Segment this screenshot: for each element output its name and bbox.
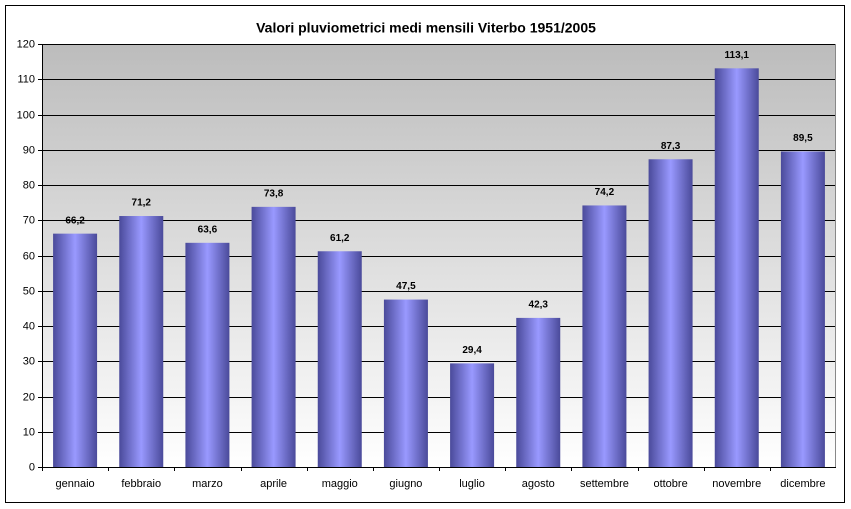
value-label: 66,2 — [65, 215, 85, 226]
value-label: 47,5 — [396, 281, 416, 292]
y-tick-label: 10 — [23, 426, 35, 438]
bar — [53, 233, 98, 467]
bar — [450, 363, 495, 467]
x-tick-label: ottobre — [653, 478, 687, 490]
bar — [185, 242, 230, 467]
value-label: 89,5 — [793, 133, 813, 144]
y-tick-label: 60 — [23, 250, 35, 262]
value-label: 63,6 — [198, 224, 218, 235]
value-label: 71,2 — [132, 198, 152, 209]
value-label: 42,3 — [529, 300, 549, 311]
y-tick-label: 30 — [23, 355, 35, 367]
x-tick-label: maggio — [322, 478, 358, 490]
y-tick-label: 0 — [29, 461, 35, 473]
x-tick-label: luglio — [459, 478, 485, 490]
value-label: 87,3 — [661, 141, 681, 152]
y-tick-label: 50 — [23, 285, 35, 297]
bar — [648, 159, 693, 467]
bar — [317, 251, 362, 467]
x-tick-label: settembre — [580, 478, 629, 490]
x-tick-label: aprile — [260, 478, 287, 490]
x-tick-label: novembre — [712, 478, 761, 490]
y-tick-label: 100 — [17, 109, 35, 121]
y-tick-label: 80 — [23, 179, 35, 191]
x-tick-label: agosto — [522, 478, 555, 490]
bar — [780, 151, 825, 467]
bar — [383, 299, 428, 467]
bar — [516, 317, 561, 467]
bar — [714, 68, 759, 467]
y-tick-label: 40 — [23, 320, 35, 332]
x-tick-label: febbraio — [121, 478, 161, 490]
bar — [251, 206, 296, 468]
value-label: 73,8 — [264, 188, 284, 199]
bar — [582, 205, 627, 467]
bar — [119, 216, 164, 467]
chart-title: Valori pluviometrici medi mensili Viterb… — [256, 20, 596, 36]
y-tick-label: 70 — [23, 214, 35, 226]
x-tick-label: marzo — [192, 478, 223, 490]
x-tick-label: dicembre — [780, 478, 825, 490]
x-tick-label: gennaio — [56, 478, 95, 490]
value-label: 113,1 — [725, 50, 750, 61]
value-label: 61,2 — [330, 233, 350, 244]
plot-area — [42, 44, 836, 467]
y-tick-label: 120 — [17, 38, 35, 50]
value-label: 29,4 — [462, 345, 482, 356]
y-tick-label: 110 — [17, 73, 35, 85]
y-tick-label: 90 — [23, 144, 35, 156]
x-tick-label: giugno — [389, 478, 422, 490]
value-label: 74,2 — [595, 187, 615, 198]
y-tick-label: 20 — [23, 391, 35, 403]
